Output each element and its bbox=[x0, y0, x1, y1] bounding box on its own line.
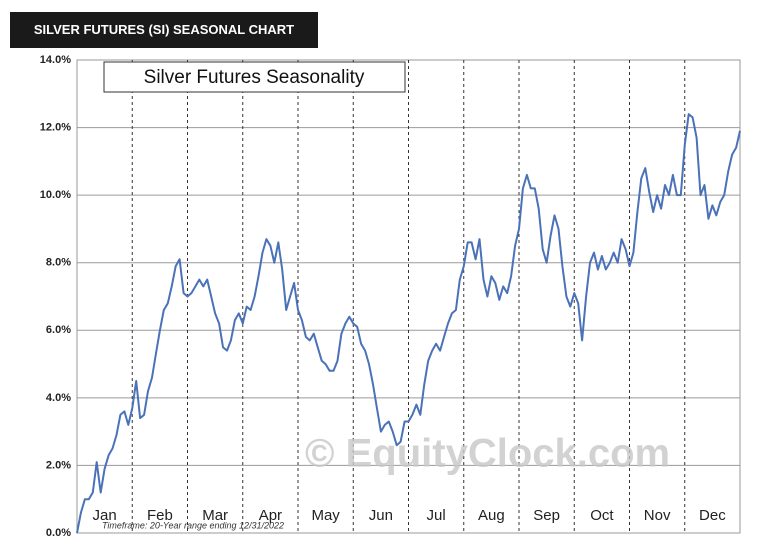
y-tick-label: 4.0% bbox=[46, 392, 71, 404]
y-tick-label: 6.0% bbox=[46, 324, 71, 336]
x-tick-label: Dec bbox=[699, 507, 726, 524]
header: SILVER FUTURES (SI) SEASONAL CHART bbox=[10, 12, 318, 48]
x-tick-label: May bbox=[311, 507, 340, 524]
x-tick-label: Sep bbox=[533, 507, 560, 524]
x-tick-label: Feb bbox=[147, 507, 173, 524]
title-box bbox=[103, 61, 406, 93]
chart-title: Silver Futures Seasonality bbox=[144, 67, 365, 88]
x-tick-label: Aug bbox=[478, 507, 505, 524]
x-tick-label: Jun bbox=[369, 507, 393, 524]
x-tick-label: Jan bbox=[93, 507, 117, 524]
timeframe-note: Timeframe: 20-Year range ending 12/31/20… bbox=[102, 520, 284, 530]
y-tick-label: 0.0% bbox=[46, 527, 71, 539]
x-tick-label: Mar bbox=[202, 507, 228, 524]
y-tick-label: 8.0% bbox=[46, 257, 71, 269]
x-tick-label: Apr bbox=[259, 507, 282, 524]
series-line bbox=[76, 113, 741, 534]
y-tick-label: 14.0% bbox=[40, 54, 71, 66]
y-tick-label: 12.0% bbox=[40, 121, 71, 133]
y-tick-label: 10.0% bbox=[40, 189, 71, 201]
x-tick-label: Nov bbox=[644, 507, 671, 524]
x-tick-label: Oct bbox=[590, 507, 614, 524]
x-tick-label: Jul bbox=[427, 507, 446, 524]
y-tick-label: 2.0% bbox=[46, 459, 71, 471]
watermark: © EquityClock.com bbox=[305, 432, 670, 476]
